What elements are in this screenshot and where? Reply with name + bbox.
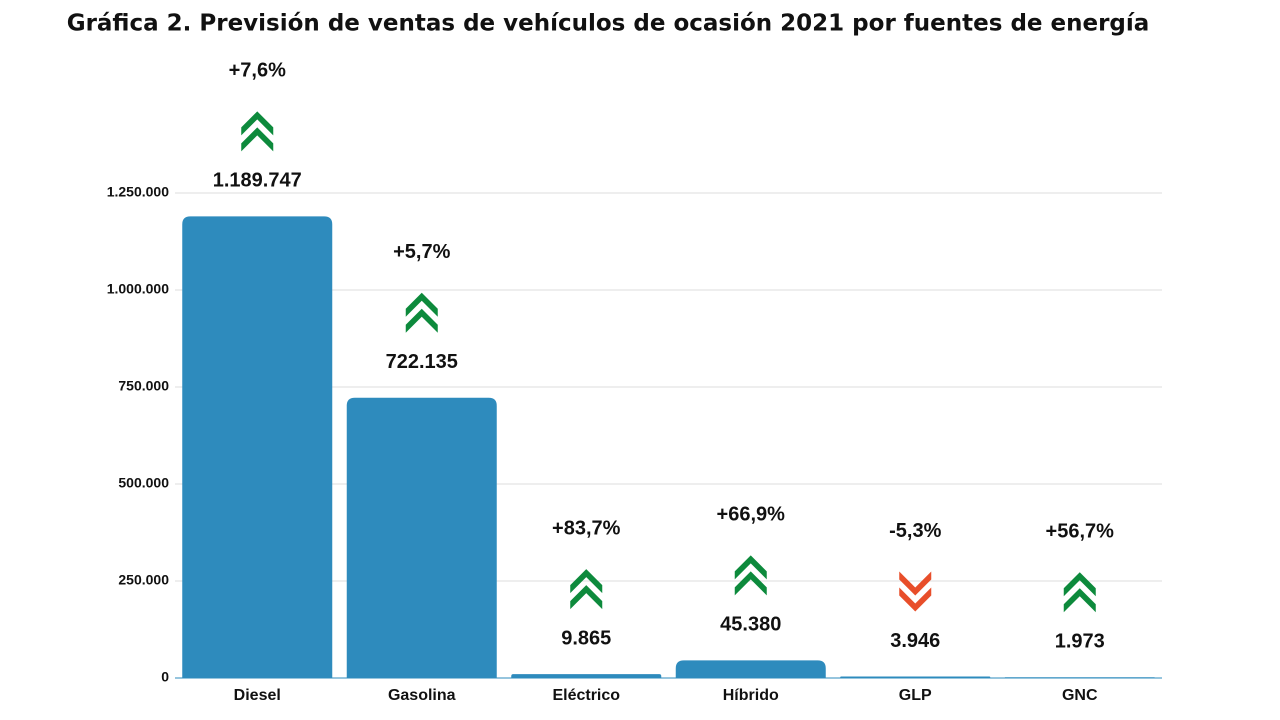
value-label: 1.189.747: [213, 170, 302, 192]
y-tick-label: 0: [161, 669, 169, 685]
x-tick-label: GNC: [1062, 687, 1098, 704]
change-arrow: [570, 569, 603, 610]
change-label: +5,7%: [393, 241, 450, 263]
change-arrow: [241, 111, 274, 152]
chevron: [405, 308, 438, 333]
chevron: [1063, 588, 1096, 613]
y-tick-label: 500.000: [118, 475, 169, 491]
bar: [346, 397, 497, 678]
y-tick-label: 1.250.000: [107, 184, 169, 200]
bar: [182, 216, 333, 678]
chevron: [241, 127, 274, 152]
change-label: +56,7%: [1046, 521, 1115, 543]
chevron: [405, 292, 438, 317]
chevron: [899, 587, 932, 612]
y-tick-label: 750.000: [118, 378, 169, 394]
change-label: +7,6%: [229, 60, 286, 82]
y-tick-label: 250.000: [118, 572, 169, 588]
change-arrow: [1063, 572, 1096, 613]
value-label: 45.380: [720, 614, 781, 636]
bar: [675, 660, 826, 678]
chart-title: Gráfica 2. Previsión de ventas de vehícu…: [67, 11, 1150, 37]
change-arrow: [405, 292, 438, 333]
chevron: [734, 555, 767, 580]
x-tick-label: Híbrido: [723, 687, 779, 704]
y-tick-label: 1.000.000: [107, 281, 169, 297]
chevron: [1063, 572, 1096, 597]
value-label: 722.135: [386, 351, 458, 373]
x-tick-label: Eléctrico: [552, 687, 620, 704]
x-tick-label: Gasolina: [388, 687, 456, 704]
change-label: +66,9%: [717, 504, 786, 526]
value-label: 1.973: [1055, 631, 1105, 653]
chevron: [570, 569, 603, 594]
chevron: [734, 571, 767, 596]
change-arrow: [899, 571, 932, 612]
chevron: [570, 585, 603, 610]
x-tick-label: Diesel: [234, 687, 281, 704]
chevron: [899, 571, 932, 596]
change-arrow: [734, 555, 767, 596]
value-label: 9.865: [561, 627, 611, 649]
change-label: +83,7%: [552, 517, 621, 539]
chevron: [241, 111, 274, 136]
x-tick-label: GLP: [899, 687, 932, 704]
value-label: 3.946: [890, 630, 940, 652]
change-label: -5,3%: [889, 520, 941, 542]
bar: [511, 674, 662, 678]
